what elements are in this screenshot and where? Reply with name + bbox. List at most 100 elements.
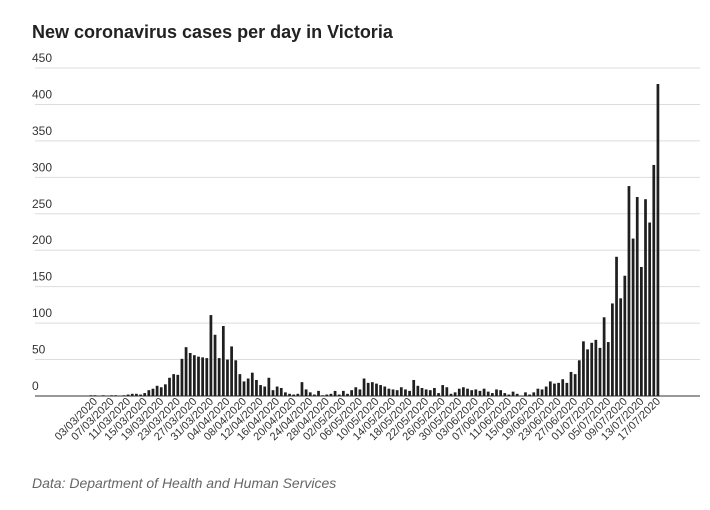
bar [110,395,113,396]
bar [420,387,424,396]
bar [486,391,490,396]
bar [557,382,560,396]
bar [130,393,134,396]
bar [93,395,97,396]
bar [292,394,296,396]
bar [412,379,416,396]
bar [573,374,577,396]
bar [346,393,349,396]
bar [569,371,573,396]
bar [114,395,118,396]
bar [358,389,362,396]
bar [470,390,474,396]
bar [209,315,213,396]
bar [449,393,453,396]
bar [428,390,432,396]
bar [201,357,204,396]
chart-title: New coronavirus cases per day in Victori… [32,22,394,42]
bar [230,346,233,396]
bar [221,326,225,396]
y-tick-label: 350 [32,124,52,138]
bar [544,386,548,396]
y-tick-label: 300 [32,160,52,174]
bar [548,381,552,396]
bar [101,395,105,396]
y-tick-label: 250 [32,197,52,211]
bar [379,385,382,396]
bar [238,374,242,396]
bar [375,383,378,396]
bar [350,390,354,396]
bar [329,393,333,396]
bar [337,394,341,396]
bar [441,385,445,396]
bar [354,387,358,396]
bar [143,393,147,396]
bar [499,390,503,396]
bar [313,394,316,396]
bar [217,358,221,396]
bar [408,390,411,396]
y-tick-label: 0 [32,379,39,393]
bar [627,186,631,396]
bar [300,382,304,396]
bar [594,339,598,396]
bar [416,385,420,396]
y-tick-label: 400 [32,87,52,101]
bar [213,334,217,396]
source-note: Data: Department of Health and Human Ser… [32,475,336,491]
bar [180,358,184,396]
bar [656,84,660,396]
bar [433,387,436,396]
bar [172,374,176,396]
bar [259,385,262,396]
bar [536,388,540,396]
y-tick-label: 50 [32,343,46,357]
bar [640,266,643,396]
bar [424,389,428,396]
bar [366,382,370,396]
bar [606,342,610,396]
bar [611,303,614,396]
bar [135,393,138,396]
bar [565,382,569,396]
bar [437,393,440,396]
bar [296,393,300,396]
bar [288,393,291,396]
bar [644,199,647,396]
bar [635,197,639,396]
bar [308,392,312,396]
bar [284,392,287,396]
bar [399,387,403,396]
bar [197,356,200,396]
bar [362,378,366,396]
bar [590,342,594,396]
bar [205,358,209,396]
bar [242,381,246,396]
bar [126,394,130,396]
bar [341,390,345,396]
bar [453,392,457,396]
bar [325,394,329,396]
bar [226,359,229,396]
bar [553,383,556,396]
bar [495,389,498,396]
bar [151,388,155,396]
bar [155,385,159,396]
bar [184,347,188,396]
bar [524,392,527,396]
bar [159,387,163,396]
bar [387,388,391,396]
bar [582,341,585,396]
bar [457,388,461,396]
bar [598,347,602,396]
bar [304,389,308,396]
bar [482,388,486,396]
bar [586,349,589,396]
bar [445,387,449,396]
bar [370,382,374,396]
bar [648,222,652,396]
bar [561,379,565,396]
